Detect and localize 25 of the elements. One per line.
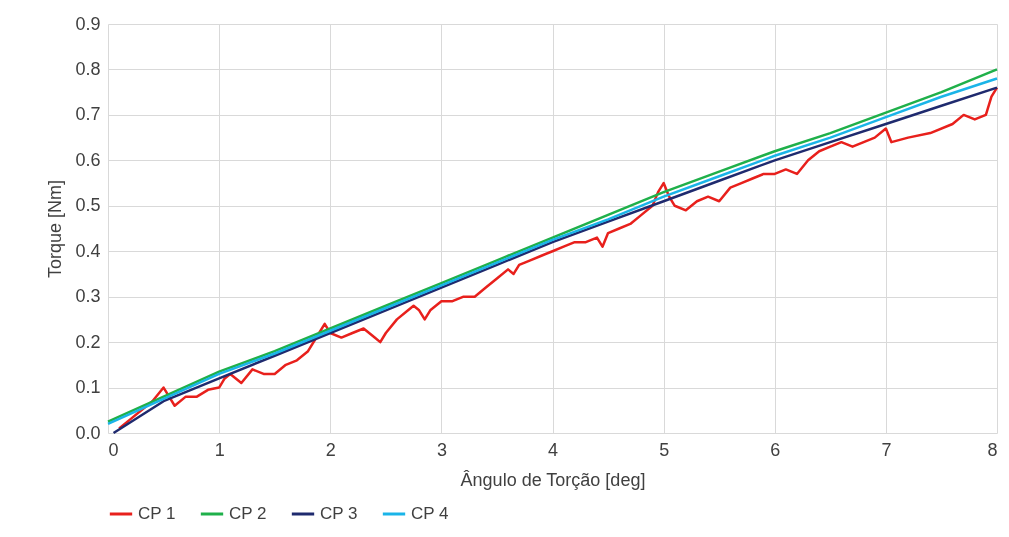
y-tick-label: 0.1: [75, 377, 101, 398]
y-tick-label: 0.5: [75, 195, 101, 216]
y-tick-label: 0.4: [75, 240, 101, 261]
x-tick-label: 0: [108, 439, 119, 460]
x-tick-label: 6: [770, 439, 781, 460]
y-tick-label: 0.9: [75, 13, 101, 34]
y-tick-label: 0.2: [75, 331, 101, 352]
y-tick-label: 0.7: [75, 104, 101, 125]
y-tick-label: 0.8: [75, 58, 101, 79]
legend-label: CP 1: [138, 504, 176, 523]
y-axis-title: Torque [Nm]: [45, 179, 66, 279]
x-tick-label: 2: [325, 439, 336, 460]
x-tick-label: 1: [214, 439, 225, 460]
x-tick-label: 4: [547, 439, 559, 460]
x-tick-label: 7: [881, 439, 892, 460]
legend-label: CP 3: [320, 504, 358, 523]
y-tick-label: 0.6: [75, 149, 101, 170]
x-axis-title: Ângulo de Torção [deg]: [460, 469, 646, 490]
y-tick-label: 0.0: [75, 422, 101, 443]
x-tick-label: 5: [659, 439, 670, 460]
legend-label: CP 4: [411, 504, 449, 523]
legend-label: CP 2: [229, 504, 267, 523]
y-tick-label: 0.3: [75, 286, 101, 307]
x-tick-label: 3: [436, 439, 447, 460]
x-tick-label: 8: [987, 439, 998, 460]
